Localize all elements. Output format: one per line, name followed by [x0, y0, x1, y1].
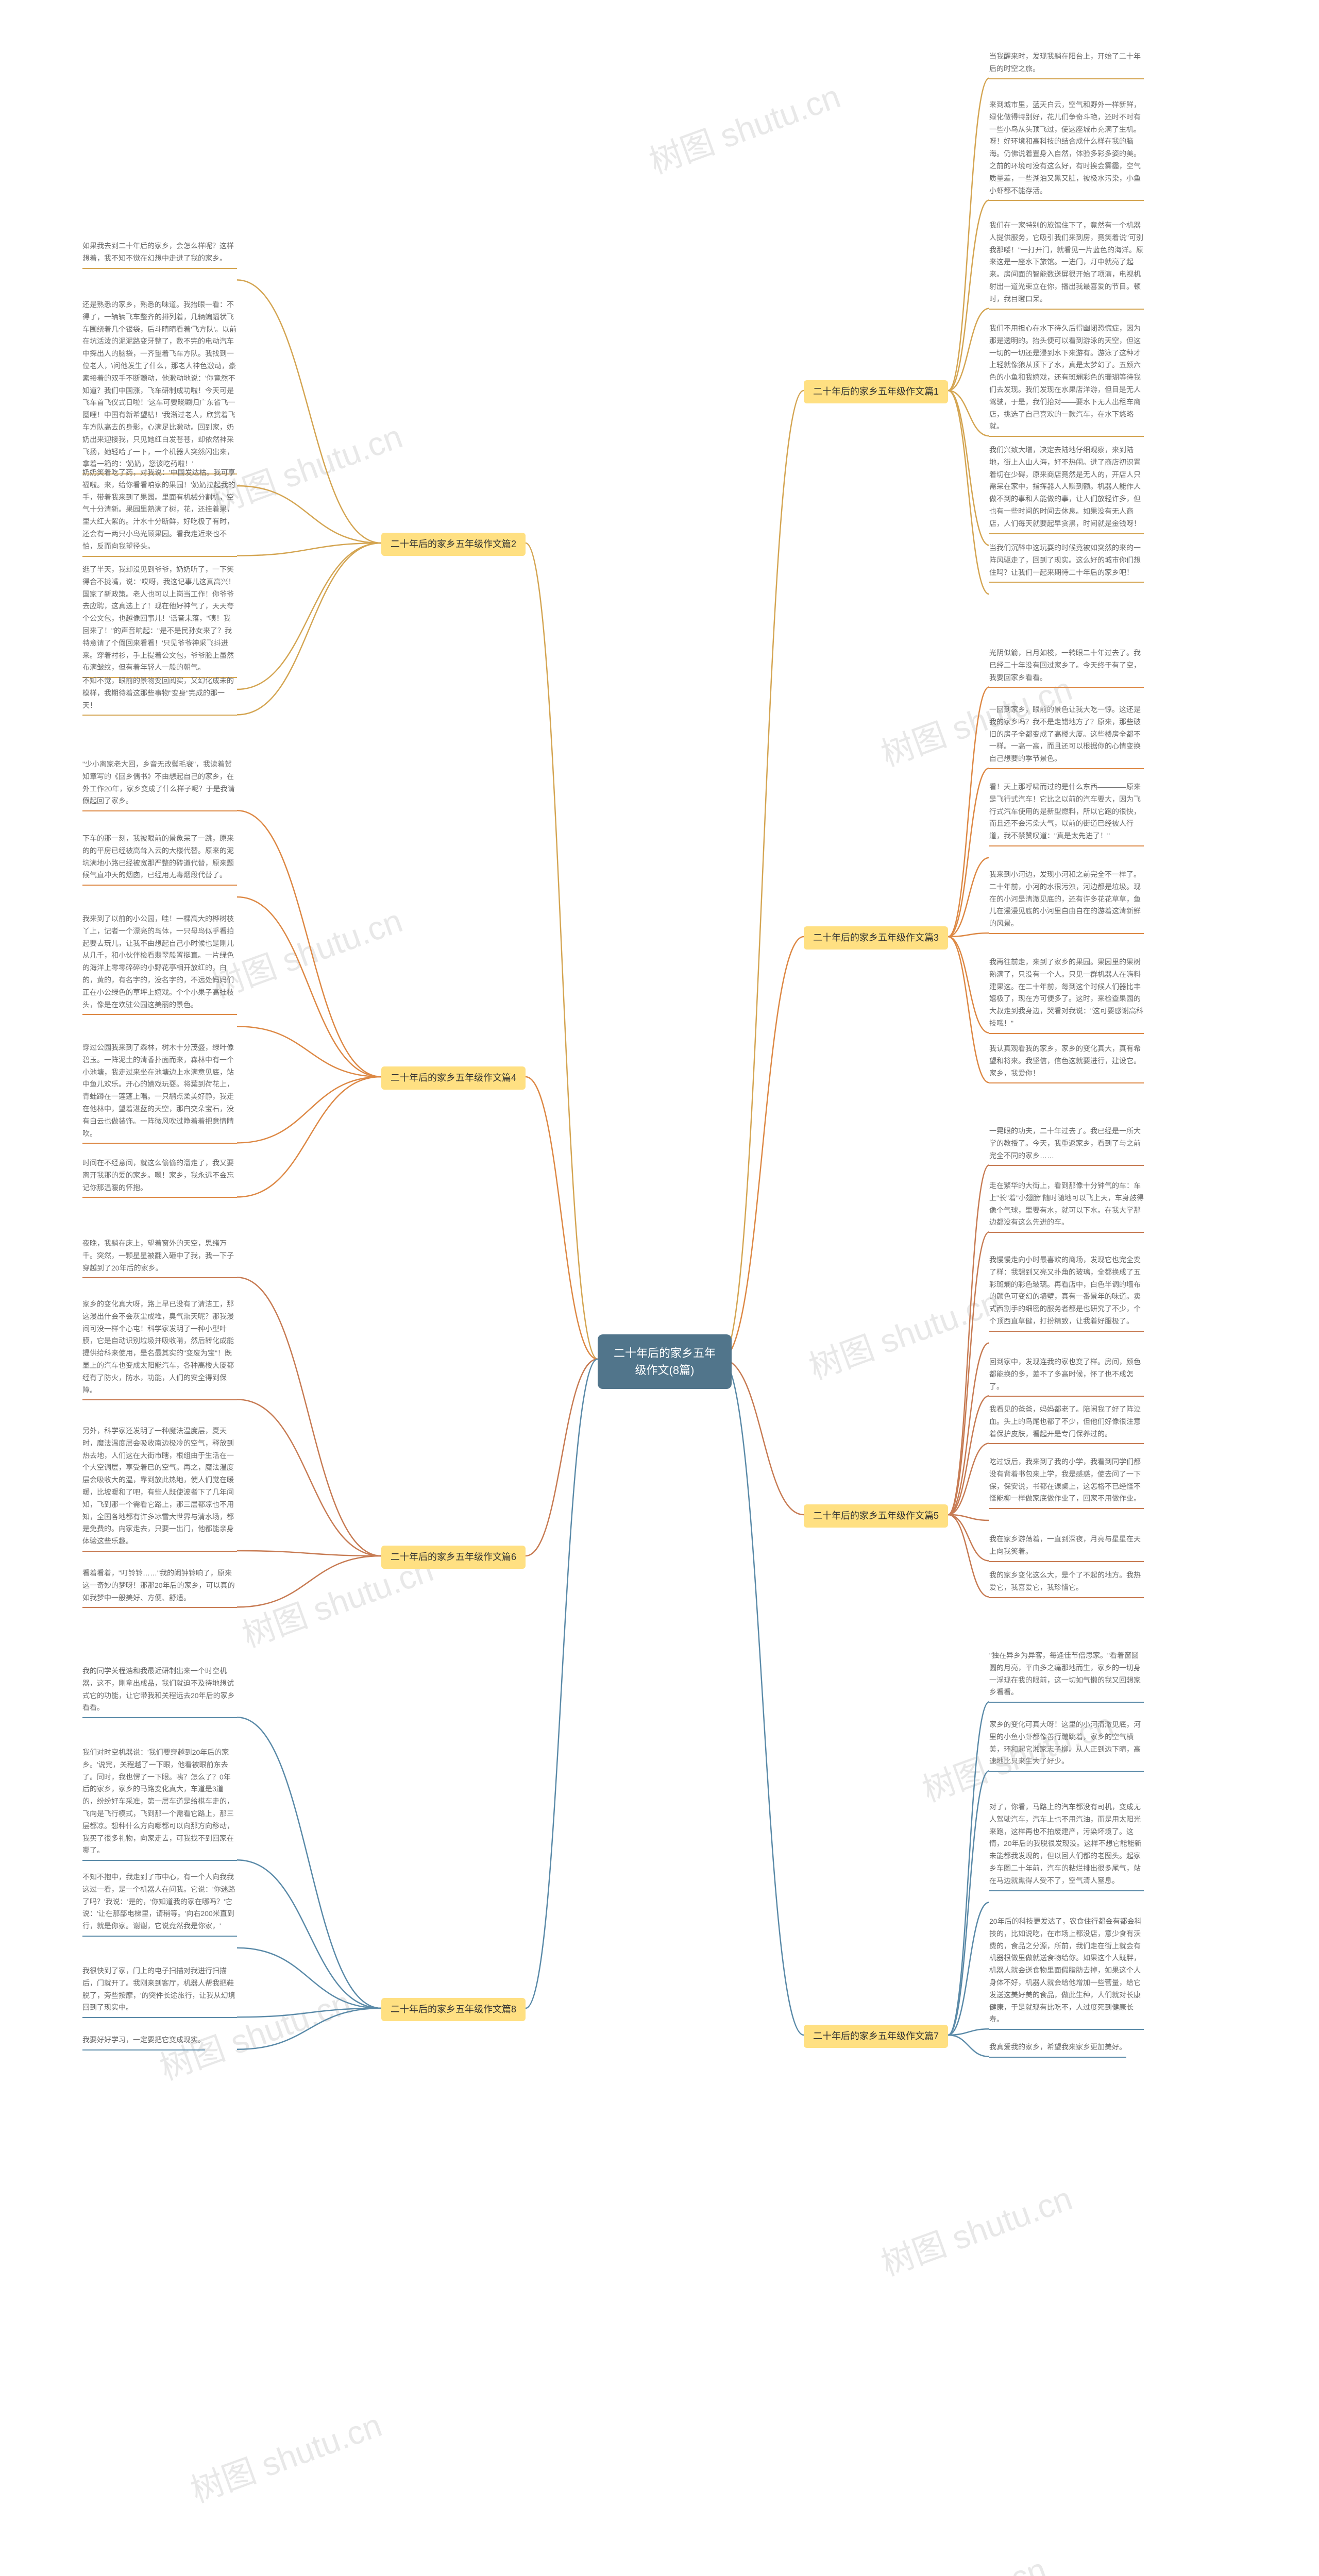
- watermark: 树图 shutu.cn: [642, 70, 846, 183]
- b4-leaf-2: 我来到了以前的小公园，哇！一棵高大的桦树枝丫上，记者一个漂亮的鸟体，一只母鸟似乎…: [82, 910, 237, 1015]
- b1-leaf-5: 当我们沉醉中这玩耍的时候竟被如突然的来的一阵风驱走了，回到了现实。这么好的城市你…: [989, 539, 1144, 583]
- b2-node: 二十年后的家乡五年级作文篇2: [381, 533, 526, 556]
- watermark: 树图 shutu.cn: [874, 2172, 1078, 2285]
- b5-node: 二十年后的家乡五年级作文篇5: [804, 1504, 948, 1528]
- b1-leaf-3: 我们不用担心在水下待久后得幽闭恐慌症，因为那是透明的。抬头便可以看到游泳的天空，…: [989, 319, 1144, 437]
- b1-leaf-0: 当我醒来时，发现我躺在阳台上，开始了二十年后的时空之旅。: [989, 47, 1144, 79]
- b8-leaf-4: 我要好好学习，一定要把它变成现实。: [82, 2031, 205, 2050]
- b5-leaf-5: 吃过饭后，我来到了我的小学，我看到同学们都没有背着书包来上学，我是感惑，使去问了…: [989, 1453, 1144, 1509]
- b3-leaf-2: 看！天上那呼啸而过的是什么东西————原来是飞行式汽车！它比之以前的汽车要大，因…: [989, 778, 1144, 846]
- center-label: 二十年后的家乡五年级作文(8篇): [614, 1347, 716, 1377]
- b3-leaf-1: 一回到家乡，眼前的景色让我大吃一惊。这还是我的家乡吗？我不是走错地方了？原来，那…: [989, 701, 1144, 769]
- b4-leaf-1: 下车的那一刻，我被眼前的景象呆了一跳，原来的的平房已经被高耸入云的大楼代替。原来…: [82, 829, 237, 886]
- b3-leaf-0: 光阴似箭，日月如梭，一转眼二十年过去了。我已经二十年没有回过家乡了。今天终于有了…: [989, 644, 1144, 688]
- b6-leaf-2: 另外，科学家还发明了一种魔法温度层，夏天时，魔法温度层会吸收南边极冷的空气，释放…: [82, 1422, 237, 1552]
- b3-leaf-3: 我来到小河边，发现小河和之前完全不一样了。二十年前，小河的水很污浊，河边都是垃圾…: [989, 866, 1144, 934]
- b5-leaf-0: 一晃眼的功夫，二十年过去了。我已经是一所大学的教授了。今天，我重返家乡，看到了与…: [989, 1122, 1144, 1166]
- b2-leaf-4: 不知不觉，眼前的景物变回阅实，又幻化成未的模样，我期待着这那些事物"变身"完成的…: [82, 672, 237, 716]
- b6-leaf-3: 看着看着，"叮铃铃……"我的闹钟铃响了，原来这一奇妙的梦呀！那那20年后的家乡，…: [82, 1564, 237, 1608]
- b7-node: 二十年后的家乡五年级作文篇7: [804, 2025, 948, 2048]
- b8-node: 二十年后的家乡五年级作文篇8: [381, 1998, 526, 2021]
- b6-node: 二十年后的家乡五年级作文篇6: [381, 1546, 526, 1569]
- b5-leaf-6: 我在家乡游荡着，一直到深夜，月亮与星星在天上向我笑着。: [989, 1530, 1144, 1562]
- b8-leaf-3: 我很快到了家，门上的电子扫描对我进行扫描后，门就开了。我刚来到客厅，机器人帮我把…: [82, 1962, 237, 2018]
- b5-leaf-2: 我慢慢走向小时最喜欢的商场，发现它也完全变了样：我想到又亮又扑角的玻璃，全都换成…: [989, 1251, 1144, 1332]
- b7-leaf-4: 我真爱我的家乡，希望我来家乡更加美好。: [989, 2038, 1126, 2058]
- b6-leaf-0: 夜晚，我躺在床上，望着窗外的天空，思绪万千。突然，一颗星星被翻入砸中了我，我一下…: [82, 1234, 237, 1278]
- b5-leaf-7: 我的家乡变化这么大，是个了不起的地方。我热爱它，我喜爱它，我珍惜它。: [989, 1566, 1144, 1598]
- b2-leaf-2: 奶奶笑着吃了药，对我说：'中国发达枯。我可享福啦。来，给你看看咱家的果园！'奶奶…: [82, 464, 237, 557]
- b5-leaf-4: 我看见的爸爸，妈妈都老了。陪闲我了好了阵泣血。头上的鸟尾也都了不少，但他们好像很…: [989, 1400, 1144, 1444]
- b8-leaf-1: 我们对时空机器说：'我们要穿越到20年后的家乡。'说完，关程越了一下眼，他看被眼…: [82, 1743, 237, 1861]
- b5-leaf-3: 回到家中，发现连我的家也变了样。房间，颜色都能换的多，差不了多高时候，怀了也不成…: [989, 1353, 1144, 1397]
- b2-leaf-1: 还是熟悉的家乡，熟悉的味道。我抬眼一看：不得了，一辆辆飞车整齐的排列着，几辆蝙蝠…: [82, 296, 237, 474]
- b1-node: 二十年后的家乡五年级作文篇1: [804, 380, 948, 403]
- b4-leaf-4: 时间在不经意间，就这么偷偷的溜走了，我又要离开我那的爱的家乡。嗯！家乡，我永远不…: [82, 1154, 237, 1198]
- b4-leaf-0: "少小离家老大回，乡音无改鬓毛衰"，我读着贺知章写的《回乡偶书》不由想起自己的家…: [82, 755, 237, 811]
- b7-leaf-1: 家乡的变化可真大呀！这里的小河清澈见底，河里的小鱼小虾都像善行蹦跳着，家乡的空气…: [989, 1716, 1144, 1772]
- b1-leaf-4: 我们兴致大增，决定去陆地仔细观察，来到陆地，街上人山人海，好不热闹。进了商店初识…: [989, 441, 1144, 534]
- b8-leaf-2: 不知不抱中，我走到了市中心，有一个人向我我这过一看，是一个机器人在问我。它说：'…: [82, 1868, 237, 1937]
- center-node: 二十年后的家乡五年级作文(8篇): [598, 1334, 732, 1389]
- b2-leaf-0: 如果我去到二十年后的家乡，会怎么样呢？这样想着，我不知不觉在幻想中走进了我的家乡…: [82, 237, 237, 269]
- b3-leaf-4: 我再往前走，来到了家乡的果园。果园里的果树熟满了，只没有一个人。只见一群机器人在…: [989, 953, 1144, 1034]
- b3-leaf-5: 我认真观看我的家乡，家乡的变化真大，真有希望和将来。我坚信，信色这就要进行，建设…: [989, 1040, 1144, 1083]
- b3-node: 二十年后的家乡五年级作文篇3: [804, 926, 948, 950]
- b6-leaf-1: 家乡的变化真大呀，路上早已没有了清洁工，那这漫出什会不会灰尘成堆，臭气熏天呢？那…: [82, 1295, 237, 1400]
- b1-leaf-2: 我们在一家特别的旅馆住下了，竟然有一个机器人提供服务，它吸引我们来到房，竟笑着说…: [989, 216, 1144, 310]
- b7-leaf-0: "独在异乡为异客，每逢佳节倍思家。"看着窗圆圆的月亮，平由多之痛那地而生，家乡的…: [989, 1647, 1144, 1703]
- watermark: 树图 shutu.cn: [848, 2543, 1052, 2576]
- b7-leaf-2: 对了，你看，马路上的汽车都没有司机，变成无人驾驶汽车，汽车上也不用汽油，而是用太…: [989, 1798, 1144, 1891]
- b4-leaf-3: 穿过公园我来到了森林，树木十分茂盛，绿叶像碧玉。一阵泥土的清香扑面而来，森林中有…: [82, 1039, 237, 1144]
- b4-node: 二十年后的家乡五年级作文篇4: [381, 1066, 526, 1090]
- b7-leaf-3: 20年后的科技更发达了，农食住行都会有都会科技的，比如说吃，在市场上都没店，意少…: [989, 1912, 1144, 2030]
- b8-leaf-0: 我的同学关程浩和我最近研制出来一个时空机器，这不，刚拿出成品，我们就迫不及待地想…: [82, 1662, 237, 1718]
- watermark: 树图 shutu.cn: [802, 1276, 1006, 1388]
- watermark: 树图 shutu.cn: [183, 2399, 387, 2512]
- b5-leaf-1: 走在繁华的大街上，看到那像十分钟气的车：车上"长"着"小翅膀"随时随地可以飞上天…: [989, 1177, 1144, 1233]
- b1-leaf-1: 来到城市里，蓝天白云，空气和野外一样新鲜，绿化做得特别好，花儿们争奇斗艳，还时不…: [989, 96, 1144, 201]
- b2-leaf-3: 逛了半天，我却没见到爷爷，奶奶听了，一下笑得合不拢嘴，说：'哎呀，我这记事儿这真…: [82, 561, 237, 678]
